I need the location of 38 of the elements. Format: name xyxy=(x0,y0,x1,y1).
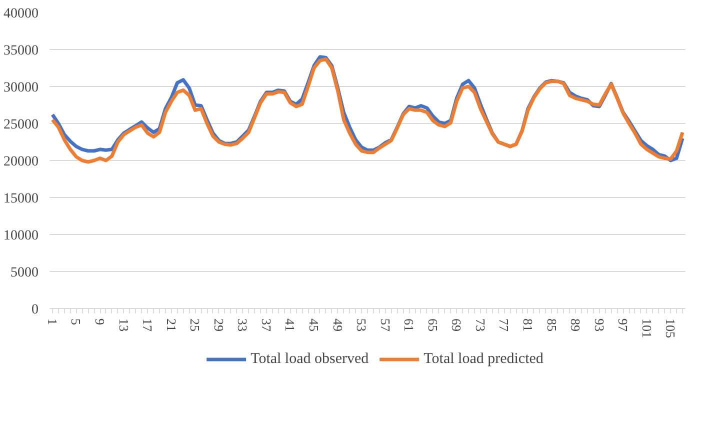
x-tick-label: 97 xyxy=(616,318,631,332)
x-tick-label: 57 xyxy=(378,318,393,332)
y-tick-label: 30000 xyxy=(4,80,38,96)
x-tick-label: 93 xyxy=(592,318,607,332)
x-tick-label: 105 xyxy=(663,318,678,338)
x-tick-label: 61 xyxy=(402,318,417,332)
y-tick-label: 20000 xyxy=(4,154,38,170)
y-tick-label: 5000 xyxy=(10,266,38,280)
x-tick-label: 53 xyxy=(354,318,370,332)
x-tick-label: 73 xyxy=(472,318,488,332)
legend-label: Total load observed xyxy=(250,350,369,368)
x-tick-label: 13 xyxy=(116,318,132,332)
x-tick-label: 65 xyxy=(425,318,440,332)
x-tick-label: 33 xyxy=(235,318,250,332)
legend-label: Total load predicted xyxy=(424,350,544,368)
x-tick-label: 17 xyxy=(140,318,156,332)
x-tick-label: 9 xyxy=(92,318,108,325)
y-tick-label: 40000 xyxy=(4,6,38,22)
x-tick-label: 25 xyxy=(188,318,203,332)
x-tick-label: 89 xyxy=(568,318,584,332)
x-tick-label: 5 xyxy=(68,318,84,325)
x-tick-label: 49 xyxy=(330,318,346,332)
x-tick-label: 69 xyxy=(449,318,464,332)
x-tick-label: 77 xyxy=(496,318,512,332)
y-tick-label: 35000 xyxy=(4,44,38,58)
x-tick-label: 41 xyxy=(282,318,298,332)
x-tick-label: 21 xyxy=(164,318,179,332)
y-tick-label: 25000 xyxy=(4,118,38,132)
y-tick-label: 10000 xyxy=(4,228,38,244)
y-tick-label: 0 xyxy=(32,302,38,318)
y-tick-label: 15000 xyxy=(4,192,38,206)
x-tick-label: 45 xyxy=(306,318,322,332)
x-tick-label: 1 xyxy=(44,318,60,325)
x-tick-label: 37 xyxy=(258,318,274,332)
x-tick-label: 85 xyxy=(544,318,560,332)
x-tick-label: 81 xyxy=(520,318,536,332)
x-tick-label: 101 xyxy=(639,318,654,338)
x-tick-label: 29 xyxy=(211,318,226,332)
